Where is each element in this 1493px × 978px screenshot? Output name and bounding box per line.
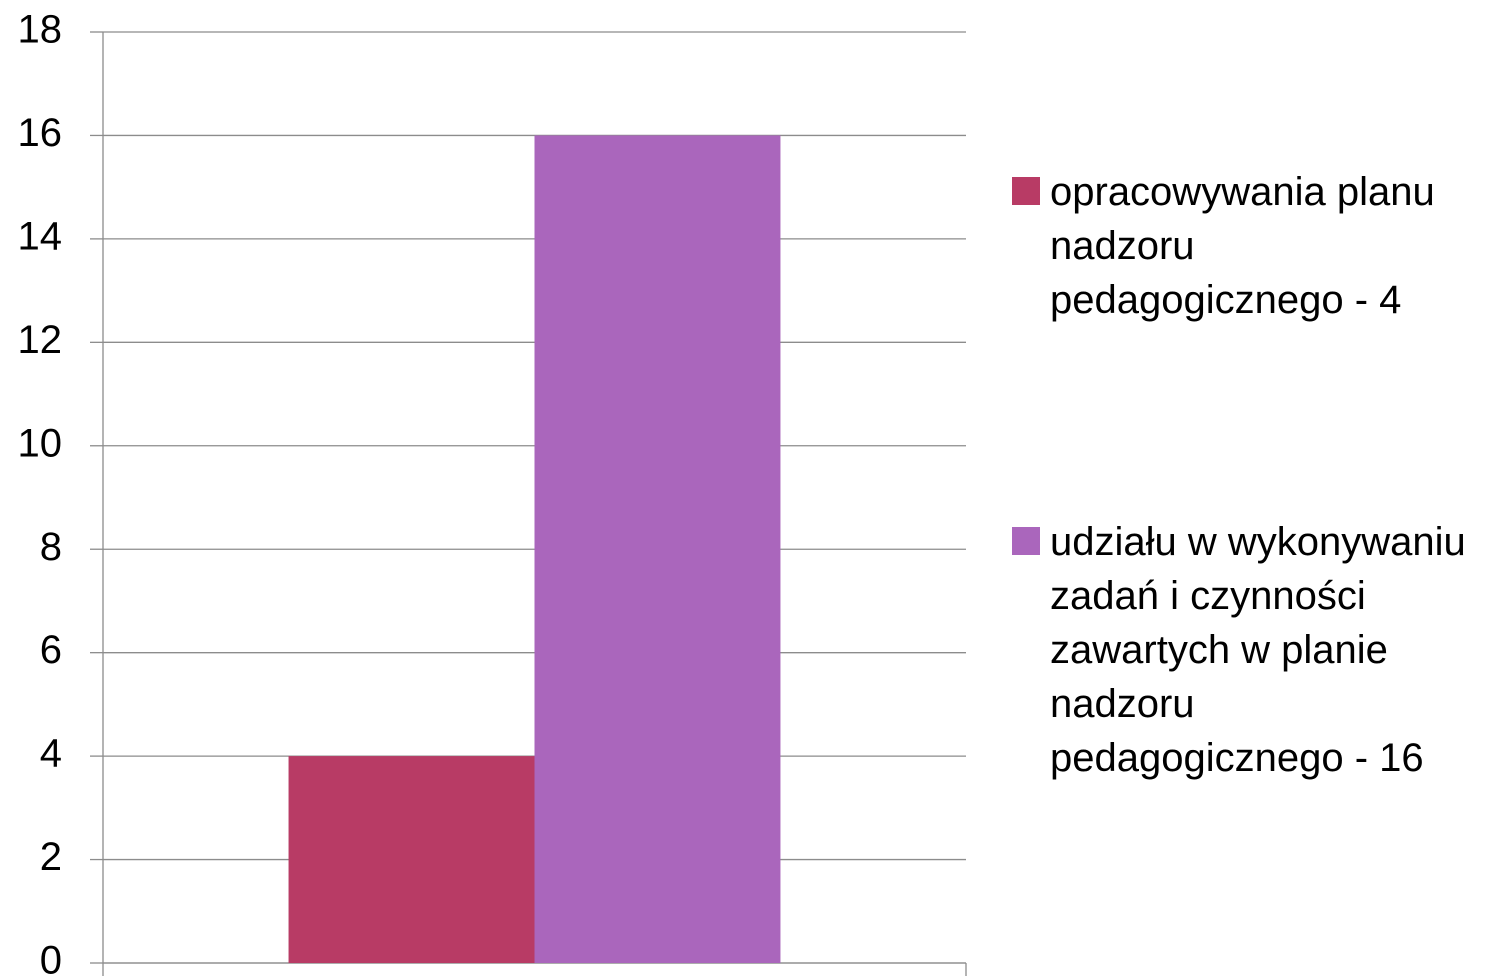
y-tick-label: 4 [40,732,62,776]
legend-swatch [1012,177,1040,205]
bar [288,756,535,963]
y-tick-label: 18 [18,8,63,52]
y-tick-label: 6 [40,628,62,672]
y-tick-label: 16 [18,111,63,155]
y-tick-label: 14 [18,214,63,258]
y-tick-label: 12 [18,318,63,362]
bar [534,135,781,963]
y-tick-label: 8 [40,525,62,569]
y-tick-label: 0 [40,939,62,978]
legend-swatch [1012,527,1040,555]
legend-label: udziału w wykonywaniu zadań i czynności … [1050,520,1466,780]
legend-item: opracowywania planu nadzoru pedagogiczne… [1012,165,1487,327]
y-tick-label: 10 [18,421,63,465]
y-tick-label: 2 [40,835,62,879]
legend-item: udziału w wykonywaniu zadań i czynności … [1012,515,1487,785]
legend-label: opracowywania planu nadzoru pedagogiczne… [1050,170,1435,322]
